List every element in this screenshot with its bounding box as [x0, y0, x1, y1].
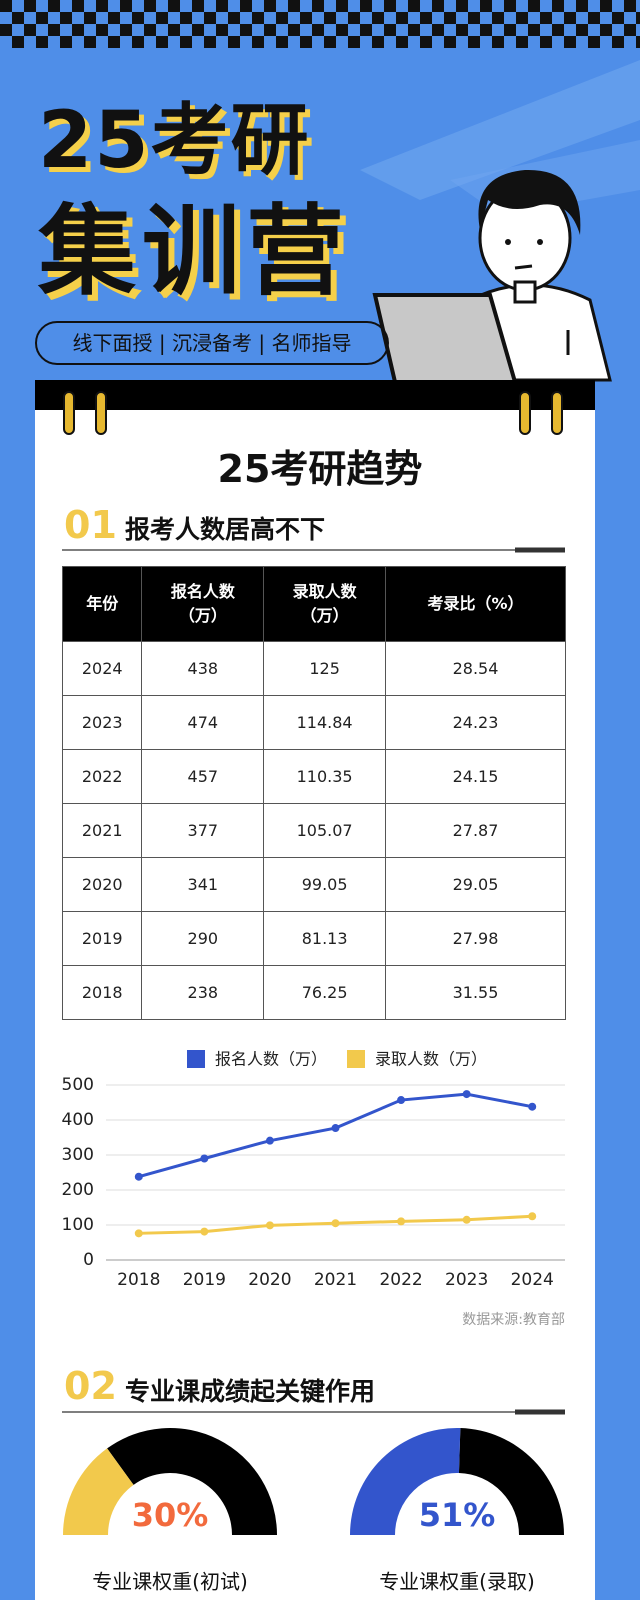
- table-cell: 2018: [61, 965, 143, 1020]
- table-cell: 105.07: [263, 803, 386, 858]
- x-tick-label: 2018: [117, 1270, 160, 1290]
- table-cell: 28.54: [385, 641, 566, 696]
- title: 集训营: [38, 195, 351, 309]
- x-tick-label: 2019: [183, 1270, 226, 1290]
- table-cell: 81.13: [263, 911, 386, 966]
- table-cell: 24.15: [385, 749, 566, 804]
- gauge-percent: 51%: [419, 1496, 496, 1534]
- illustration: [372, 169, 612, 384]
- point: [134, 1229, 143, 1238]
- table-row: 2023 474 114.84 24.23: [61, 695, 566, 750]
- y-tick-label: 0: [83, 1250, 94, 1270]
- legend-label: 录取人数（万）: [375, 1050, 487, 1069]
- table-cell: 31.55: [385, 965, 566, 1020]
- table-cell: 290: [141, 911, 265, 966]
- point: [462, 1090, 471, 1099]
- point: [265, 1221, 274, 1230]
- x-tick-label: 2022: [379, 1270, 422, 1290]
- table-row: 2021 377 105.07 27.87: [61, 803, 566, 858]
- tagline: 线下面授 | 沉浸备考 | 名师指导: [35, 321, 389, 365]
- point: [200, 1227, 209, 1236]
- legend-swatch: [347, 1050, 365, 1068]
- table-cell: 114.84: [263, 695, 386, 750]
- table-header-cell: 年份: [61, 566, 143, 642]
- table-cell: 341: [141, 857, 265, 912]
- point: [462, 1215, 471, 1224]
- table-cell: 125: [263, 641, 386, 696]
- table-cell: 377: [141, 803, 265, 858]
- checker-band: [0, 0, 640, 48]
- x-tick-label: 2021: [314, 1270, 357, 1290]
- section-title: 报考人数居高不下: [125, 515, 326, 544]
- table-row: 2018 238 76.25 31.55: [61, 965, 566, 1020]
- legend-label: 报名人数（万）: [215, 1050, 327, 1069]
- table-cell: 24.23: [385, 695, 566, 750]
- section-title: 专业课成绩起关键作用: [125, 1377, 376, 1406]
- y-tick-label: 100: [62, 1215, 94, 1235]
- table-row: 2020 341 99.05 29.05: [61, 857, 566, 912]
- table-cell: 76.25: [263, 965, 386, 1020]
- table-cell: 27.98: [385, 911, 566, 966]
- y-tick-label: 400: [62, 1110, 94, 1130]
- point: [200, 1154, 209, 1163]
- legend-swatch: [187, 1050, 205, 1068]
- x-tick-label: 2023: [445, 1270, 488, 1290]
- y-tick-label: 200: [62, 1180, 94, 1200]
- table-cell: 29.05: [385, 857, 566, 912]
- point: [134, 1172, 143, 1181]
- y-tick-label: 500: [62, 1075, 94, 1095]
- data-table: 年份 报名人数 （万） 录取人数 （万） 考录比（%） 2024 438 125 28.54 2…: [61, 566, 566, 1020]
- table-cell: 2023: [61, 695, 143, 750]
- point: [397, 1096, 406, 1105]
- table-row: 2022 457 110.35 24.15: [61, 749, 566, 804]
- gauge-rest: [458, 1428, 564, 1535]
- point: [528, 1102, 537, 1111]
- table-cell: 2022: [61, 749, 143, 804]
- section-number: 01: [64, 503, 117, 547]
- gauge-value: [350, 1428, 461, 1535]
- table-cell: 27.87: [385, 803, 566, 858]
- table-row: 2024 438 125 28.54: [61, 641, 566, 696]
- table-cell: 457: [141, 749, 265, 804]
- line-chart: 0 100 200 300 400 500 2018 2019 2020 2021 2022 2023…: [62, 1050, 565, 1328]
- section-number: 02: [64, 1364, 117, 1408]
- gauge-label: 专业课权重(录取): [379, 1570, 535, 1594]
- point: [331, 1124, 340, 1133]
- title: 25考研: [38, 96, 311, 186]
- table-cell: 438: [141, 641, 265, 696]
- table-cell: 238: [141, 965, 265, 1020]
- gauge-rest: [107, 1428, 277, 1535]
- table-row: 2019 290 81.13 27.98: [61, 911, 566, 966]
- table-cell: 474: [141, 695, 265, 750]
- card-title: 25考研趋势: [217, 447, 423, 491]
- point: [397, 1217, 406, 1226]
- gauge-value: [63, 1448, 134, 1535]
- x-tick-label: 2020: [248, 1270, 291, 1290]
- table-header-cell: 录取人数 （万）: [263, 566, 386, 642]
- table-header-cell: 报名人数 （万）: [141, 566, 265, 642]
- table-cell: 2020: [61, 857, 143, 912]
- table-header-cell: 考录比（%）: [385, 566, 566, 642]
- gauge-percent: 30%: [132, 1496, 209, 1534]
- table-cell: 2019: [61, 911, 143, 966]
- gauges: 30% 专业课权重(初试) 51% 专业课权重(录取): [63, 1428, 564, 1594]
- gauge-label: 专业课权重(初试): [92, 1570, 248, 1594]
- source-note: 数据来源:教育部: [462, 1312, 565, 1328]
- table-cell: 2021: [61, 803, 143, 858]
- point: [528, 1212, 537, 1221]
- table-cell: 2024: [61, 641, 143, 696]
- y-tick-label: 300: [62, 1145, 94, 1165]
- table-cell: 99.05: [263, 857, 386, 912]
- point: [265, 1136, 274, 1145]
- point: [331, 1219, 340, 1228]
- table-cell: 110.35: [263, 749, 386, 804]
- x-tick-label: 2024: [511, 1270, 554, 1290]
- line: [138, 1092, 533, 1179]
